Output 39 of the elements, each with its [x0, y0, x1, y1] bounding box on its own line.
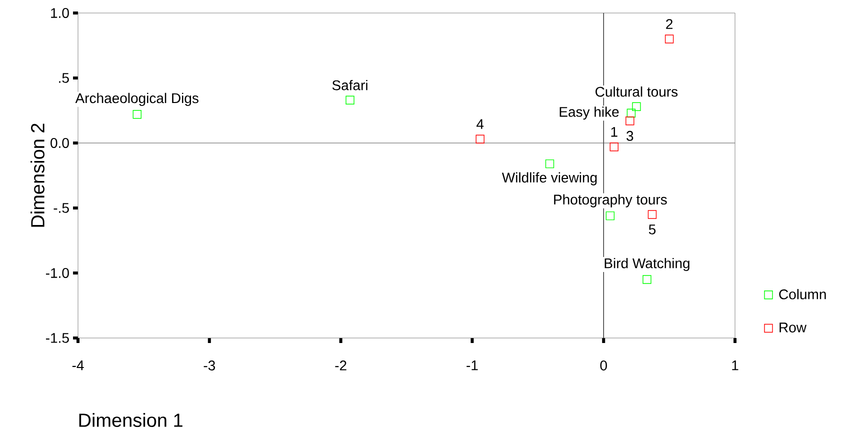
annotation: 3 — [626, 130, 634, 141]
point — [610, 142, 618, 152]
x-axis-title: Dimension 1 — [79, 413, 182, 427]
y-tick-label: -1.0 — [46, 268, 69, 278]
annotation: Photography tours — [554, 194, 667, 208]
legend-label: Row — [780, 322, 807, 332]
point — [632, 102, 641, 111]
legend-label: Column — [779, 289, 826, 300]
x-tick-label: -4 — [72, 360, 84, 370]
annotation: Archaeological Digs — [75, 92, 198, 106]
point — [132, 110, 142, 119]
annotation: 2 — [666, 19, 672, 29]
point — [648, 210, 657, 219]
annotation: Easy hike — [560, 106, 619, 120]
y-tick-label: .5 — [59, 73, 69, 83]
point — [626, 116, 634, 126]
annotation: 5 — [648, 224, 656, 234]
x-tick-label: -2 — [335, 360, 346, 370]
x-tick-label: 0 — [600, 360, 607, 370]
point — [664, 34, 674, 44]
y-tick-label: 1.0 — [51, 8, 69, 18]
point — [346, 96, 354, 104]
y-tick-label: -.5 — [54, 203, 69, 213]
point — [545, 159, 554, 168]
annotation: Safari — [332, 80, 368, 90]
annotation: Bird Watching — [604, 258, 690, 272]
annotation: Wildlife viewing — [502, 172, 597, 186]
y-tick-label: -1.5 — [46, 333, 69, 343]
annotation: 4 — [476, 119, 484, 129]
point — [606, 211, 615, 220]
point — [476, 134, 484, 144]
y-axis-title: Dimension 2 — [30, 124, 44, 227]
x-tick-label: 1 — [732, 360, 738, 370]
annotation: 1 — [611, 127, 618, 137]
y-tick-label: 0.0 — [50, 138, 69, 148]
x-tick-label: -1 — [466, 360, 478, 370]
point — [642, 275, 652, 284]
x-tick-label: -3 — [204, 360, 216, 370]
annotation: Cultural tours — [596, 86, 678, 97]
